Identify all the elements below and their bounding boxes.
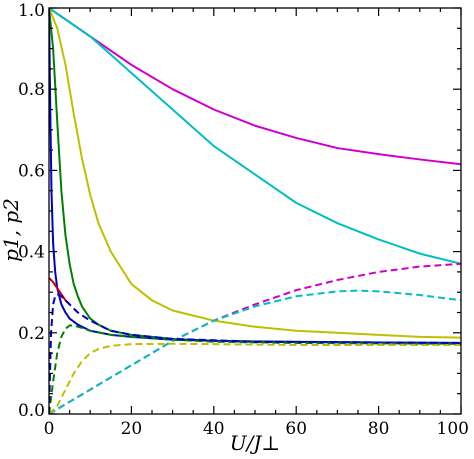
x-tick-label: 20 [121,419,143,439]
y-tick-label: 0.4 [18,243,45,263]
x-tick-label: 0 [44,419,55,439]
series-line-9 [49,342,461,414]
ticks-layer [48,7,462,415]
x-tick-label: 100 [437,419,469,439]
series-line-1 [49,8,461,166]
y-axis-title: p1, p2 [0,198,23,262]
series-line-7 [49,262,461,414]
series-layer [49,8,461,414]
plot-frame [48,7,462,415]
series-line-11 [49,293,461,414]
x-tick-label: 60 [285,419,307,439]
y-tick-label: 0.8 [18,80,45,100]
y-tick-label: 0.2 [18,324,45,344]
series-line-2 [49,8,461,265]
y-tick-label: 0.0 [18,401,45,421]
x-axis-title: U/J⊥ [230,431,280,455]
y-tick-labels: 0.0 0.2 0.4 0.6 0.8 1.0 [18,1,45,421]
x-tick-label: 80 [368,419,390,439]
y-tick-label: 1.0 [18,1,45,21]
y-tick-label: 0.6 [18,161,45,181]
series-line-8 [49,289,461,414]
x-tick-label: 40 [203,419,225,439]
series-line-10 [49,324,461,414]
x-tick-labels: 0 20 40 60 80 100 [44,419,469,439]
series-line-3 [49,8,461,339]
